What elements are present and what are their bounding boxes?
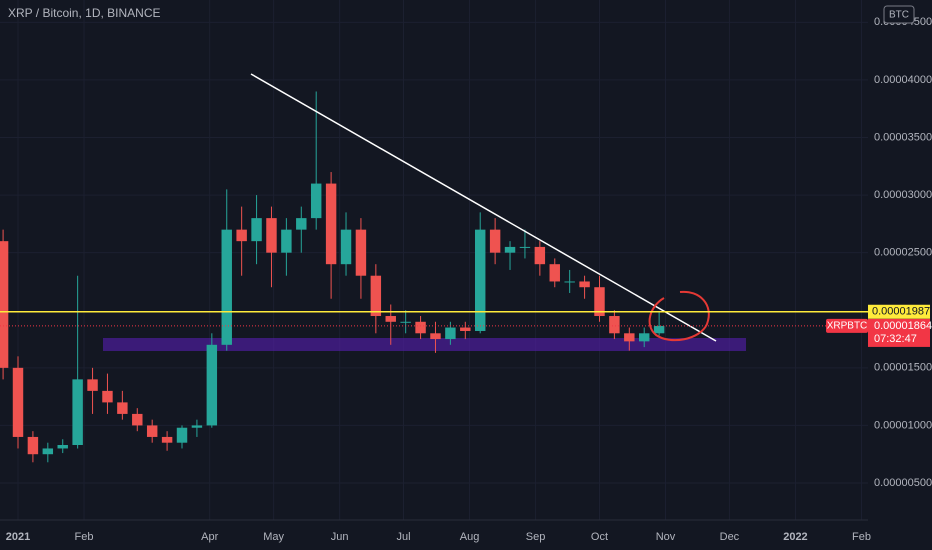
- trendline: [250, 73, 717, 342]
- candle-body: [415, 321, 426, 334]
- candle-body: [87, 379, 98, 391]
- x-tick-label: Sep: [526, 531, 546, 543]
- symbol-label: XRPBTC: [827, 321, 868, 332]
- candle-body: [534, 246, 546, 265]
- candle-body: [400, 321, 411, 323]
- currency-button-label[interactable]: BTC: [889, 10, 909, 21]
- x-tick-label: Oct: [591, 531, 608, 543]
- candle-body: [624, 333, 635, 342]
- candle-body: [251, 218, 262, 242]
- candle-body: [519, 246, 531, 248]
- candle-body: [117, 402, 128, 414]
- candle-body: [385, 316, 396, 322]
- candle-body: [57, 445, 68, 449]
- y-tick-label: 0.00003500: [874, 131, 932, 143]
- candle-body: [0, 241, 9, 368]
- candle-body: [594, 287, 605, 317]
- y-tick-label: 0.00001000: [874, 419, 932, 431]
- candle-body: [42, 448, 54, 455]
- x-tick-label: Feb: [852, 531, 871, 543]
- candle-body: [146, 425, 158, 437]
- y-tick-label: 0.00000500: [874, 477, 932, 489]
- candle-body: [221, 229, 232, 345]
- candle-body: [653, 325, 665, 334]
- x-tick-label: Feb: [75, 531, 94, 543]
- horizontal-line-label-box: [868, 304, 930, 319]
- candle-body: [161, 436, 173, 443]
- candle-body: [504, 246, 516, 253]
- y-tick-label: 0.00002500: [874, 247, 932, 259]
- highlight-circle: [648, 290, 710, 342]
- candle-body: [102, 390, 113, 403]
- candle-body: [609, 316, 620, 334]
- y-tick-label: 0.00004000: [874, 74, 932, 86]
- y-tick-label: 0.00001500: [874, 362, 932, 374]
- candle-body: [460, 327, 471, 331]
- candle-body: [310, 183, 322, 219]
- candle-body: [296, 218, 307, 230]
- candle-body: [489, 229, 501, 253]
- candle-body: [549, 264, 560, 282]
- last-price-label: 0.00001864: [874, 320, 932, 332]
- candle-body: [132, 413, 143, 426]
- support-zone: [103, 338, 746, 351]
- candle-body: [27, 436, 39, 455]
- currency-button[interactable]: [883, 5, 915, 24]
- candle-body: [266, 218, 277, 253]
- candle-body: [191, 425, 203, 428]
- x-tick-label: Jul: [396, 531, 410, 543]
- last-price-box: [868, 318, 930, 347]
- candle-body: [430, 333, 441, 340]
- candle-body: [236, 229, 247, 242]
- chart-title: XRP / Bitcoin, 1D, BINANCE: [8, 6, 161, 20]
- candle-body: [579, 281, 590, 288]
- x-tick-label: Dec: [720, 531, 740, 543]
- candle-body: [370, 275, 382, 317]
- candle-body: [206, 344, 218, 426]
- candle-body: [564, 281, 575, 283]
- horizontal-line-label: 0.00001987: [872, 306, 930, 318]
- symbol-label-box: [826, 318, 868, 333]
- candle-body: [474, 229, 486, 331]
- candle-body: [12, 367, 24, 437]
- candle-body: [176, 427, 188, 443]
- candle-body: [72, 379, 83, 446]
- x-tick-label: 2021: [6, 531, 30, 543]
- candle-body: [355, 229, 367, 276]
- x-tick-label: Jun: [331, 531, 349, 543]
- x-tick-label: May: [263, 531, 284, 543]
- candle-body: [340, 229, 352, 265]
- x-tick-label: 2022: [783, 531, 807, 543]
- x-tick-label: Nov: [656, 531, 676, 543]
- countdown-label: 07:32:47: [874, 333, 917, 345]
- candle-body: [445, 327, 456, 340]
- candles: [0, 91, 665, 463]
- x-tick-label: Aug: [460, 531, 480, 543]
- x-tick-label: Apr: [201, 531, 218, 543]
- candle-body: [325, 183, 337, 265]
- candle-body: [281, 229, 292, 253]
- candle-body: [639, 333, 650, 342]
- y-tick-label: 0.00003000: [874, 189, 932, 201]
